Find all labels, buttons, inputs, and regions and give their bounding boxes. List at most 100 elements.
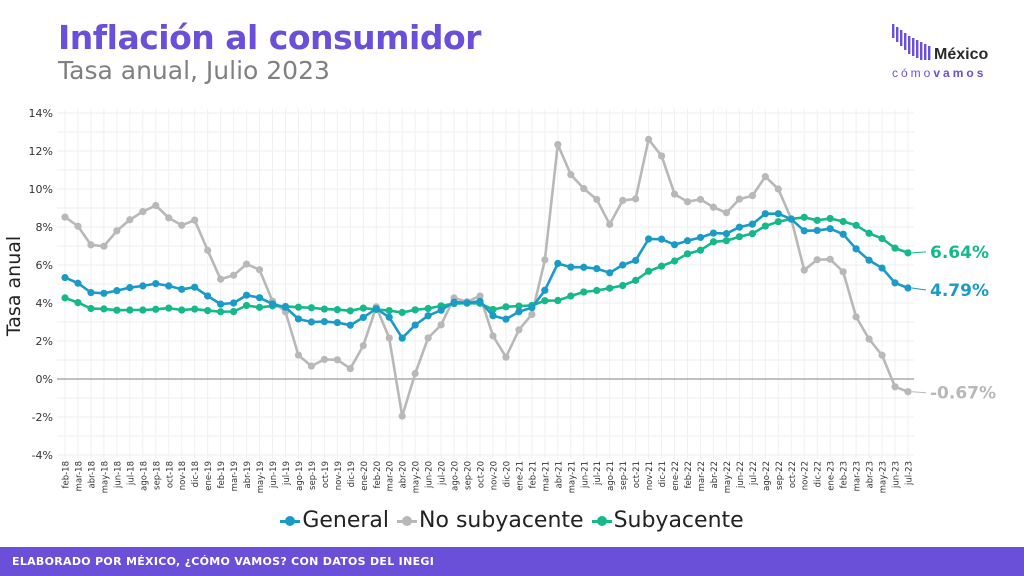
x-tick-label: dic-20 [502,461,512,487]
data-point [722,209,731,217]
data-point [178,285,186,293]
data-point [74,299,82,307]
data-point [191,283,199,291]
x-tick-label: abr-23 [866,461,876,488]
x-tick-label: may-18 [100,461,110,493]
data-point [878,264,886,272]
x-tick-label: abr-20 [399,461,409,488]
x-tick-label: abr-19 [243,461,253,488]
data-point [61,273,69,282]
data-point [709,238,718,246]
data-point [852,221,860,229]
data-point [87,304,95,313]
data-point [593,265,601,273]
data-point [346,321,354,329]
data-point [191,216,199,224]
data-point [476,297,484,305]
x-tick-label: nov-22 [801,461,811,490]
end-label-leader [911,287,927,291]
data-point [709,203,718,211]
y-axis-label: Tasa anual [3,236,25,337]
legend-label: Subyacente [613,508,744,533]
data-point [774,185,782,193]
x-tick-label: mar-18 [74,461,84,491]
x-tick-label: jun-20 [425,461,435,489]
data-point [670,257,679,265]
data-point [696,246,705,254]
data-point [346,364,354,373]
chart-title: Inflación al consumidor [58,18,481,57]
data-point [230,299,238,307]
x-tick-label: feb-21 [528,461,538,489]
data-point [515,302,523,310]
x-tick-label: nov-21 [645,461,655,490]
data-point [217,308,225,316]
data-point [255,266,264,274]
data-point [696,233,705,242]
data-point [761,173,769,181]
data-point [165,282,173,290]
data-point [632,256,640,265]
data-point [165,304,173,312]
data-point [528,310,536,318]
data-point [139,208,147,216]
x-tick-label: ene-21 [515,461,525,491]
end-label: 6.64% [930,243,989,263]
data-point [242,301,251,310]
data-point [307,362,316,370]
data-point [787,215,795,223]
data-point [333,356,341,364]
data-point [839,217,847,226]
data-point [411,306,419,314]
data-point [255,303,264,311]
data-point [268,300,277,308]
data-point [178,306,186,314]
y-tick-label: 10% [29,183,53,196]
data-point [113,227,121,235]
data-point [346,307,354,315]
data-point [385,313,393,321]
legend-swatch-icon [591,515,612,527]
data-point [74,222,82,230]
data-point [502,353,510,361]
x-tick-label: dic-21 [658,461,668,487]
data-point [813,226,821,235]
data-point [294,351,303,359]
data-point [411,369,419,378]
logo-bars-icon [892,24,931,60]
data-point [800,227,808,235]
x-tick-label: mar-23 [853,461,863,491]
x-tick-label: jul-20 [438,461,448,486]
legend-item: Subyacente [591,508,744,533]
x-tick-label: nov-19 [334,461,344,490]
y-tick-label: 8% [36,221,53,234]
x-tick-label: abr-21 [554,461,564,488]
x-axis-ticks: feb-18 mar-18 abr-18 may-18 jun-18 jul-18 ago-… [62,461,915,493]
x-tick-label: nov-20 [489,461,499,490]
x-tick-label: ene-23 [827,461,837,491]
data-point [359,341,367,350]
data-point [657,152,666,160]
chart-series [61,135,912,420]
data-point [865,335,873,343]
x-tick-label: jun-19 [269,461,279,489]
y-tick-label: 6% [36,259,53,272]
y-tick-label: 12% [29,145,53,158]
data-point [489,305,497,314]
data-point [242,260,251,268]
x-tick-label: ago-19 [295,461,305,491]
x-tick-label: sep-19 [308,461,318,490]
x-tick-label: feb-22 [684,461,694,489]
data-point [165,214,173,222]
y-tick-label: 0% [36,373,53,386]
data-point [826,214,834,223]
data-point [74,279,82,287]
data-point [359,313,367,322]
data-point [735,195,744,203]
data-point [683,237,692,245]
x-tick-label: dic-19 [347,461,357,487]
data-point [320,355,328,364]
data-point [619,196,627,204]
x-tick-label: feb-18 [62,461,72,489]
data-point [385,334,393,342]
